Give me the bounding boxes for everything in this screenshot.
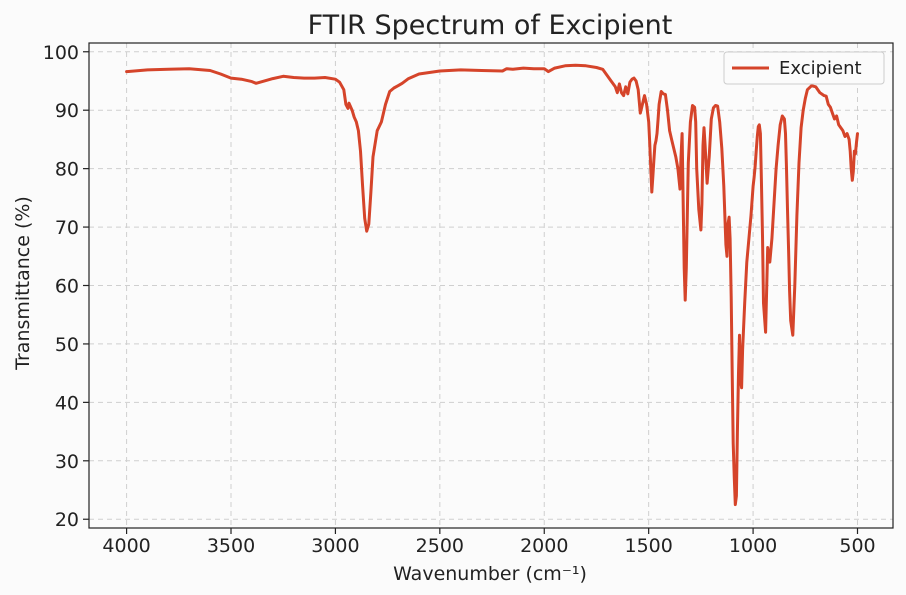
x-tick-label: 4000 [102, 535, 150, 557]
chart-title: FTIR Spectrum of Excipient [308, 10, 673, 41]
y-tick-label: 60 [55, 276, 79, 298]
x-tick-label: 3000 [311, 535, 359, 557]
series-line-excipient [125, 63, 859, 507]
axes-border [88, 42, 894, 529]
y-tick-label: 90 [55, 100, 79, 122]
x-tick-label: 500 [839, 535, 875, 557]
y-tick-label: 40 [55, 392, 79, 414]
y-tick-label: 30 [55, 451, 79, 473]
y-tick-label: 80 [55, 159, 79, 181]
y-tick-label: 50 [55, 334, 79, 356]
x-axis-label: Wavenumber (cm⁻¹) [393, 563, 587, 585]
y-axis-label: Transmittance (%) [12, 196, 34, 371]
x-tick-label: 1000 [729, 535, 777, 557]
x-tick-label: 3500 [207, 535, 255, 557]
y-tick-label: 70 [55, 217, 79, 239]
y-tick-label: 20 [55, 509, 79, 531]
legend-box [723, 51, 885, 85]
plot-area [125, 63, 859, 507]
axes-frame [88, 42, 894, 529]
ticks: 4000 3500 3000 2500 2000 1500 1000 500 20 30 40 50 6… [43, 42, 876, 557]
legend: Excipient [723, 51, 885, 85]
x-tick-label: 2000 [520, 535, 568, 557]
x-tick-label: 2500 [416, 535, 464, 557]
x-tick-label: 1500 [624, 535, 672, 557]
legend-label-excipient: Excipient [779, 58, 862, 79]
y-tick-label: 100 [43, 42, 79, 64]
